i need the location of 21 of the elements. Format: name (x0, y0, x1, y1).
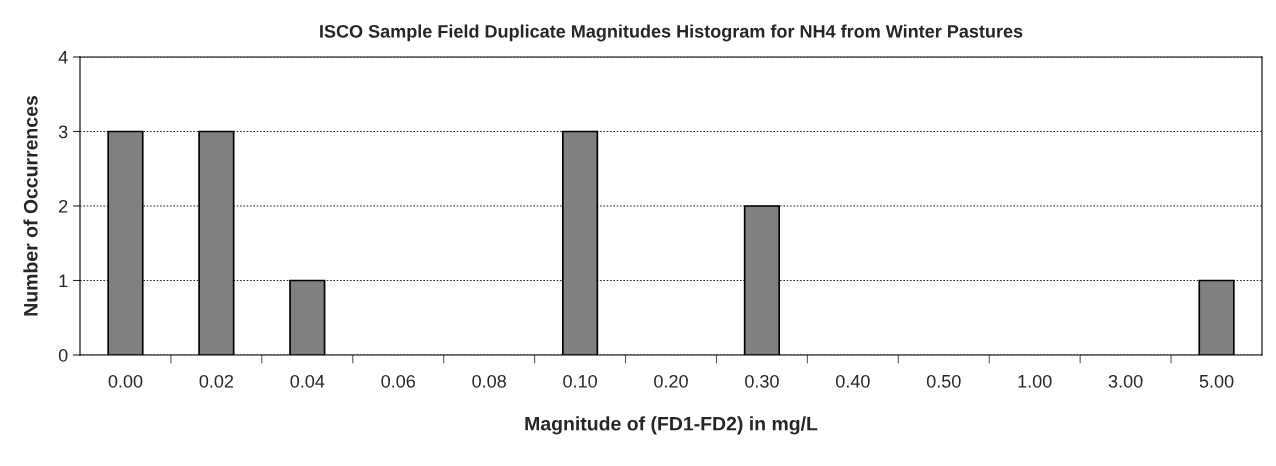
x-tick-label: 0.02 (199, 374, 234, 388)
x-tick-label: 0.20 (654, 374, 688, 388)
y-tick-label: 2 (59, 199, 68, 213)
x-tick-label: 0.40 (835, 374, 870, 388)
x-tick-label: 0.30 (745, 374, 779, 388)
x-tick-label: 1.00 (1018, 374, 1052, 388)
y-axis-title: Number of Occurrences (23, 96, 38, 316)
x-tick-label: 0.06 (381, 374, 416, 388)
x-tick-label: 0.50 (926, 374, 961, 388)
x-tick-label: 3.00 (1108, 374, 1143, 388)
x-tick-label: 0.04 (290, 374, 325, 388)
x-axis-title: Magnitude of (FD1-FD2) in mg/L (525, 416, 818, 435)
x-tick-label: 0.00 (108, 374, 143, 388)
chart-title: ISCO Sample Field Duplicate Magnitudes Histogram for NH4 from Winter Pastures (320, 24, 1023, 42)
y-tick-label: 0 (58, 348, 68, 362)
y-tick-label: 4 (58, 51, 68, 64)
x-tick-label: 0.10 (563, 374, 597, 388)
y-tick-label: 1 (59, 274, 68, 288)
y-tick-label: 3 (58, 125, 68, 139)
x-tick-label: 5.00 (1199, 374, 1234, 388)
x-tick-label: 0.08 (472, 374, 506, 388)
